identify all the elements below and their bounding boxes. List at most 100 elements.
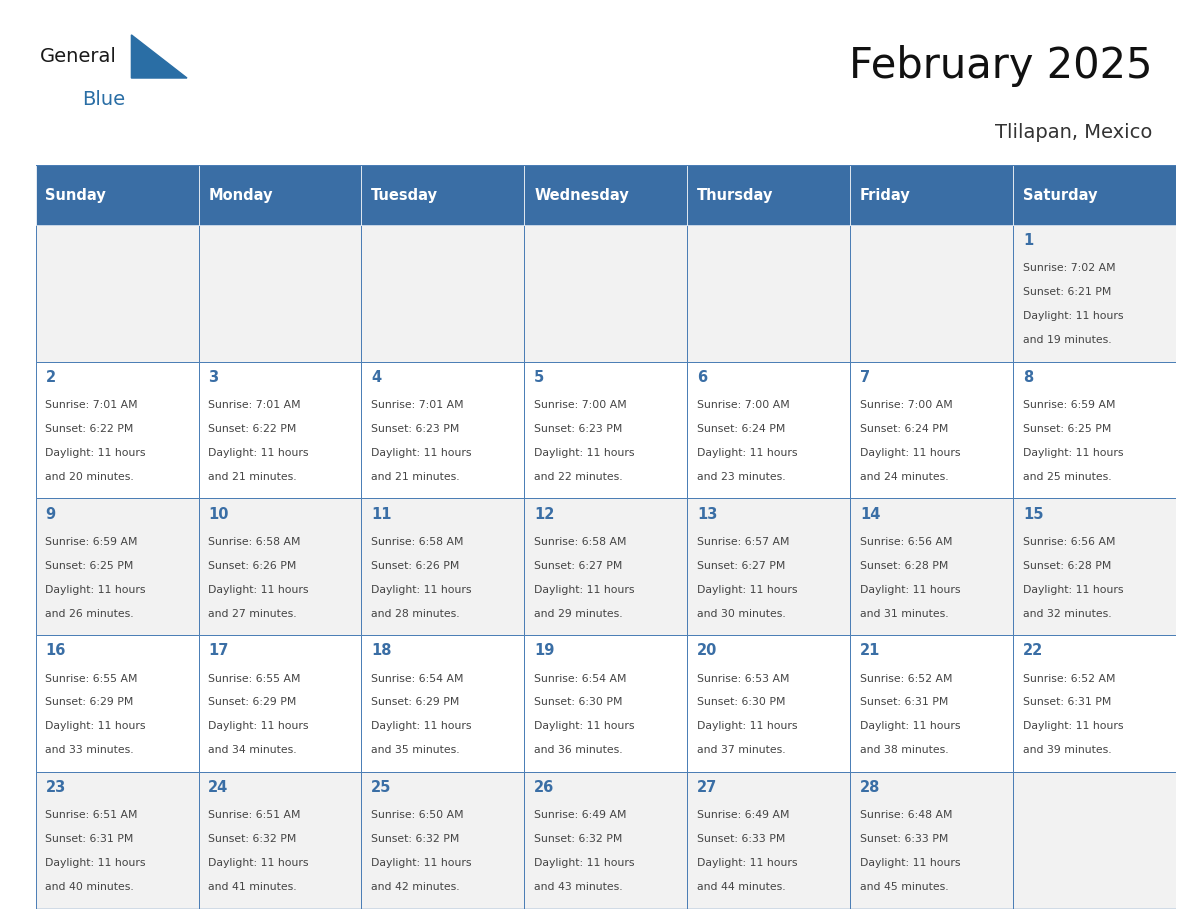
Text: Daylight: 11 hours: Daylight: 11 hours bbox=[208, 722, 309, 732]
Text: Daylight: 11 hours: Daylight: 11 hours bbox=[45, 722, 146, 732]
Text: Sunset: 6:30 PM: Sunset: 6:30 PM bbox=[535, 698, 623, 708]
Text: Daylight: 11 hours: Daylight: 11 hours bbox=[372, 722, 472, 732]
Text: Saturday: Saturday bbox=[1023, 187, 1098, 203]
Text: Daylight: 11 hours: Daylight: 11 hours bbox=[697, 448, 797, 458]
Text: 5: 5 bbox=[535, 370, 544, 385]
Text: Daylight: 11 hours: Daylight: 11 hours bbox=[1023, 585, 1124, 595]
Text: Sunset: 6:24 PM: Sunset: 6:24 PM bbox=[860, 424, 948, 434]
Bar bbox=[36, 772, 198, 909]
Text: 4: 4 bbox=[372, 370, 381, 385]
Text: Sunset: 6:31 PM: Sunset: 6:31 PM bbox=[860, 698, 948, 708]
Text: Sunset: 6:31 PM: Sunset: 6:31 PM bbox=[45, 834, 134, 845]
Bar bbox=[851, 362, 1013, 498]
Bar bbox=[1013, 225, 1176, 362]
Text: 10: 10 bbox=[208, 507, 229, 521]
Text: Sunset: 6:22 PM: Sunset: 6:22 PM bbox=[208, 424, 297, 434]
Text: and 38 minutes.: and 38 minutes. bbox=[860, 745, 949, 756]
Text: Sunset: 6:33 PM: Sunset: 6:33 PM bbox=[860, 834, 948, 845]
Text: Daylight: 11 hours: Daylight: 11 hours bbox=[1023, 448, 1124, 458]
Text: Sunset: 6:28 PM: Sunset: 6:28 PM bbox=[1023, 561, 1111, 571]
Text: and 41 minutes.: and 41 minutes. bbox=[208, 882, 297, 892]
Text: Wednesday: Wednesday bbox=[535, 187, 628, 203]
Text: Sunrise: 6:55 AM: Sunrise: 6:55 AM bbox=[45, 674, 138, 684]
Text: Daylight: 11 hours: Daylight: 11 hours bbox=[372, 858, 472, 868]
Text: Sunset: 6:31 PM: Sunset: 6:31 PM bbox=[1023, 698, 1111, 708]
Text: 27: 27 bbox=[697, 780, 718, 795]
Bar bbox=[198, 635, 361, 772]
Text: Daylight: 11 hours: Daylight: 11 hours bbox=[535, 448, 634, 458]
Text: 16: 16 bbox=[45, 644, 65, 658]
Bar bbox=[524, 498, 688, 635]
Text: Daylight: 11 hours: Daylight: 11 hours bbox=[45, 585, 146, 595]
Text: Sunrise: 6:54 AM: Sunrise: 6:54 AM bbox=[372, 674, 463, 684]
Bar bbox=[36, 635, 198, 772]
Text: and 33 minutes.: and 33 minutes. bbox=[45, 745, 134, 756]
Bar bbox=[851, 772, 1013, 909]
Bar bbox=[524, 362, 688, 498]
Text: and 43 minutes.: and 43 minutes. bbox=[535, 882, 623, 892]
Text: Sunrise: 7:00 AM: Sunrise: 7:00 AM bbox=[535, 400, 627, 410]
Text: Sunrise: 7:00 AM: Sunrise: 7:00 AM bbox=[860, 400, 953, 410]
Text: and 42 minutes.: and 42 minutes. bbox=[372, 882, 460, 892]
Bar bbox=[851, 635, 1013, 772]
Text: Daylight: 11 hours: Daylight: 11 hours bbox=[535, 585, 634, 595]
Bar bbox=[688, 362, 851, 498]
Text: Sunrise: 6:50 AM: Sunrise: 6:50 AM bbox=[372, 811, 463, 821]
Text: 8: 8 bbox=[1023, 370, 1034, 385]
Bar bbox=[198, 165, 361, 225]
Bar bbox=[361, 165, 524, 225]
Text: Sunset: 6:27 PM: Sunset: 6:27 PM bbox=[535, 561, 623, 571]
Text: Sunset: 6:29 PM: Sunset: 6:29 PM bbox=[208, 698, 297, 708]
Text: Daylight: 11 hours: Daylight: 11 hours bbox=[45, 448, 146, 458]
Text: 26: 26 bbox=[535, 780, 555, 795]
Bar bbox=[198, 772, 361, 909]
Text: 25: 25 bbox=[372, 780, 392, 795]
Bar bbox=[36, 362, 198, 498]
Text: and 31 minutes.: and 31 minutes. bbox=[860, 609, 949, 619]
Text: Sunset: 6:26 PM: Sunset: 6:26 PM bbox=[208, 561, 297, 571]
Text: and 34 minutes.: and 34 minutes. bbox=[208, 745, 297, 756]
Bar bbox=[524, 635, 688, 772]
Text: Daylight: 11 hours: Daylight: 11 hours bbox=[860, 722, 961, 732]
Text: and 28 minutes.: and 28 minutes. bbox=[372, 609, 460, 619]
Text: Sunset: 6:30 PM: Sunset: 6:30 PM bbox=[697, 698, 785, 708]
Text: and 44 minutes.: and 44 minutes. bbox=[697, 882, 785, 892]
Text: General: General bbox=[40, 48, 118, 66]
Text: Monday: Monday bbox=[208, 187, 273, 203]
Text: Sunset: 6:23 PM: Sunset: 6:23 PM bbox=[535, 424, 623, 434]
Text: Sunset: 6:27 PM: Sunset: 6:27 PM bbox=[697, 561, 785, 571]
Bar bbox=[688, 772, 851, 909]
Text: and 29 minutes.: and 29 minutes. bbox=[535, 609, 623, 619]
Bar bbox=[851, 498, 1013, 635]
Text: Sunrise: 6:53 AM: Sunrise: 6:53 AM bbox=[697, 674, 790, 684]
Text: 1: 1 bbox=[1023, 233, 1034, 248]
Text: Sunset: 6:26 PM: Sunset: 6:26 PM bbox=[372, 561, 460, 571]
Text: 23: 23 bbox=[45, 780, 65, 795]
Bar bbox=[36, 498, 198, 635]
Text: Sunday: Sunday bbox=[45, 187, 106, 203]
Text: Sunset: 6:25 PM: Sunset: 6:25 PM bbox=[45, 561, 134, 571]
Bar bbox=[36, 165, 198, 225]
Text: and 25 minutes.: and 25 minutes. bbox=[1023, 472, 1112, 482]
Text: Sunrise: 7:01 AM: Sunrise: 7:01 AM bbox=[208, 400, 301, 410]
Text: Tlilapan, Mexico: Tlilapan, Mexico bbox=[996, 123, 1152, 142]
Text: and 40 minutes.: and 40 minutes. bbox=[45, 882, 134, 892]
Text: Sunrise: 6:59 AM: Sunrise: 6:59 AM bbox=[1023, 400, 1116, 410]
Text: Sunset: 6:33 PM: Sunset: 6:33 PM bbox=[697, 834, 785, 845]
Text: 7: 7 bbox=[860, 370, 870, 385]
Text: Friday: Friday bbox=[860, 187, 911, 203]
Text: 12: 12 bbox=[535, 507, 555, 521]
Text: 6: 6 bbox=[697, 370, 707, 385]
Text: 15: 15 bbox=[1023, 507, 1043, 521]
Bar bbox=[361, 635, 524, 772]
Text: Daylight: 11 hours: Daylight: 11 hours bbox=[1023, 311, 1124, 321]
Bar bbox=[524, 165, 688, 225]
Text: and 36 minutes.: and 36 minutes. bbox=[535, 745, 623, 756]
Text: Sunrise: 6:48 AM: Sunrise: 6:48 AM bbox=[860, 811, 953, 821]
Bar bbox=[1013, 165, 1176, 225]
Text: Daylight: 11 hours: Daylight: 11 hours bbox=[1023, 722, 1124, 732]
Bar bbox=[198, 498, 361, 635]
Text: Sunrise: 7:01 AM: Sunrise: 7:01 AM bbox=[45, 400, 138, 410]
Bar bbox=[688, 498, 851, 635]
Text: Daylight: 11 hours: Daylight: 11 hours bbox=[372, 448, 472, 458]
